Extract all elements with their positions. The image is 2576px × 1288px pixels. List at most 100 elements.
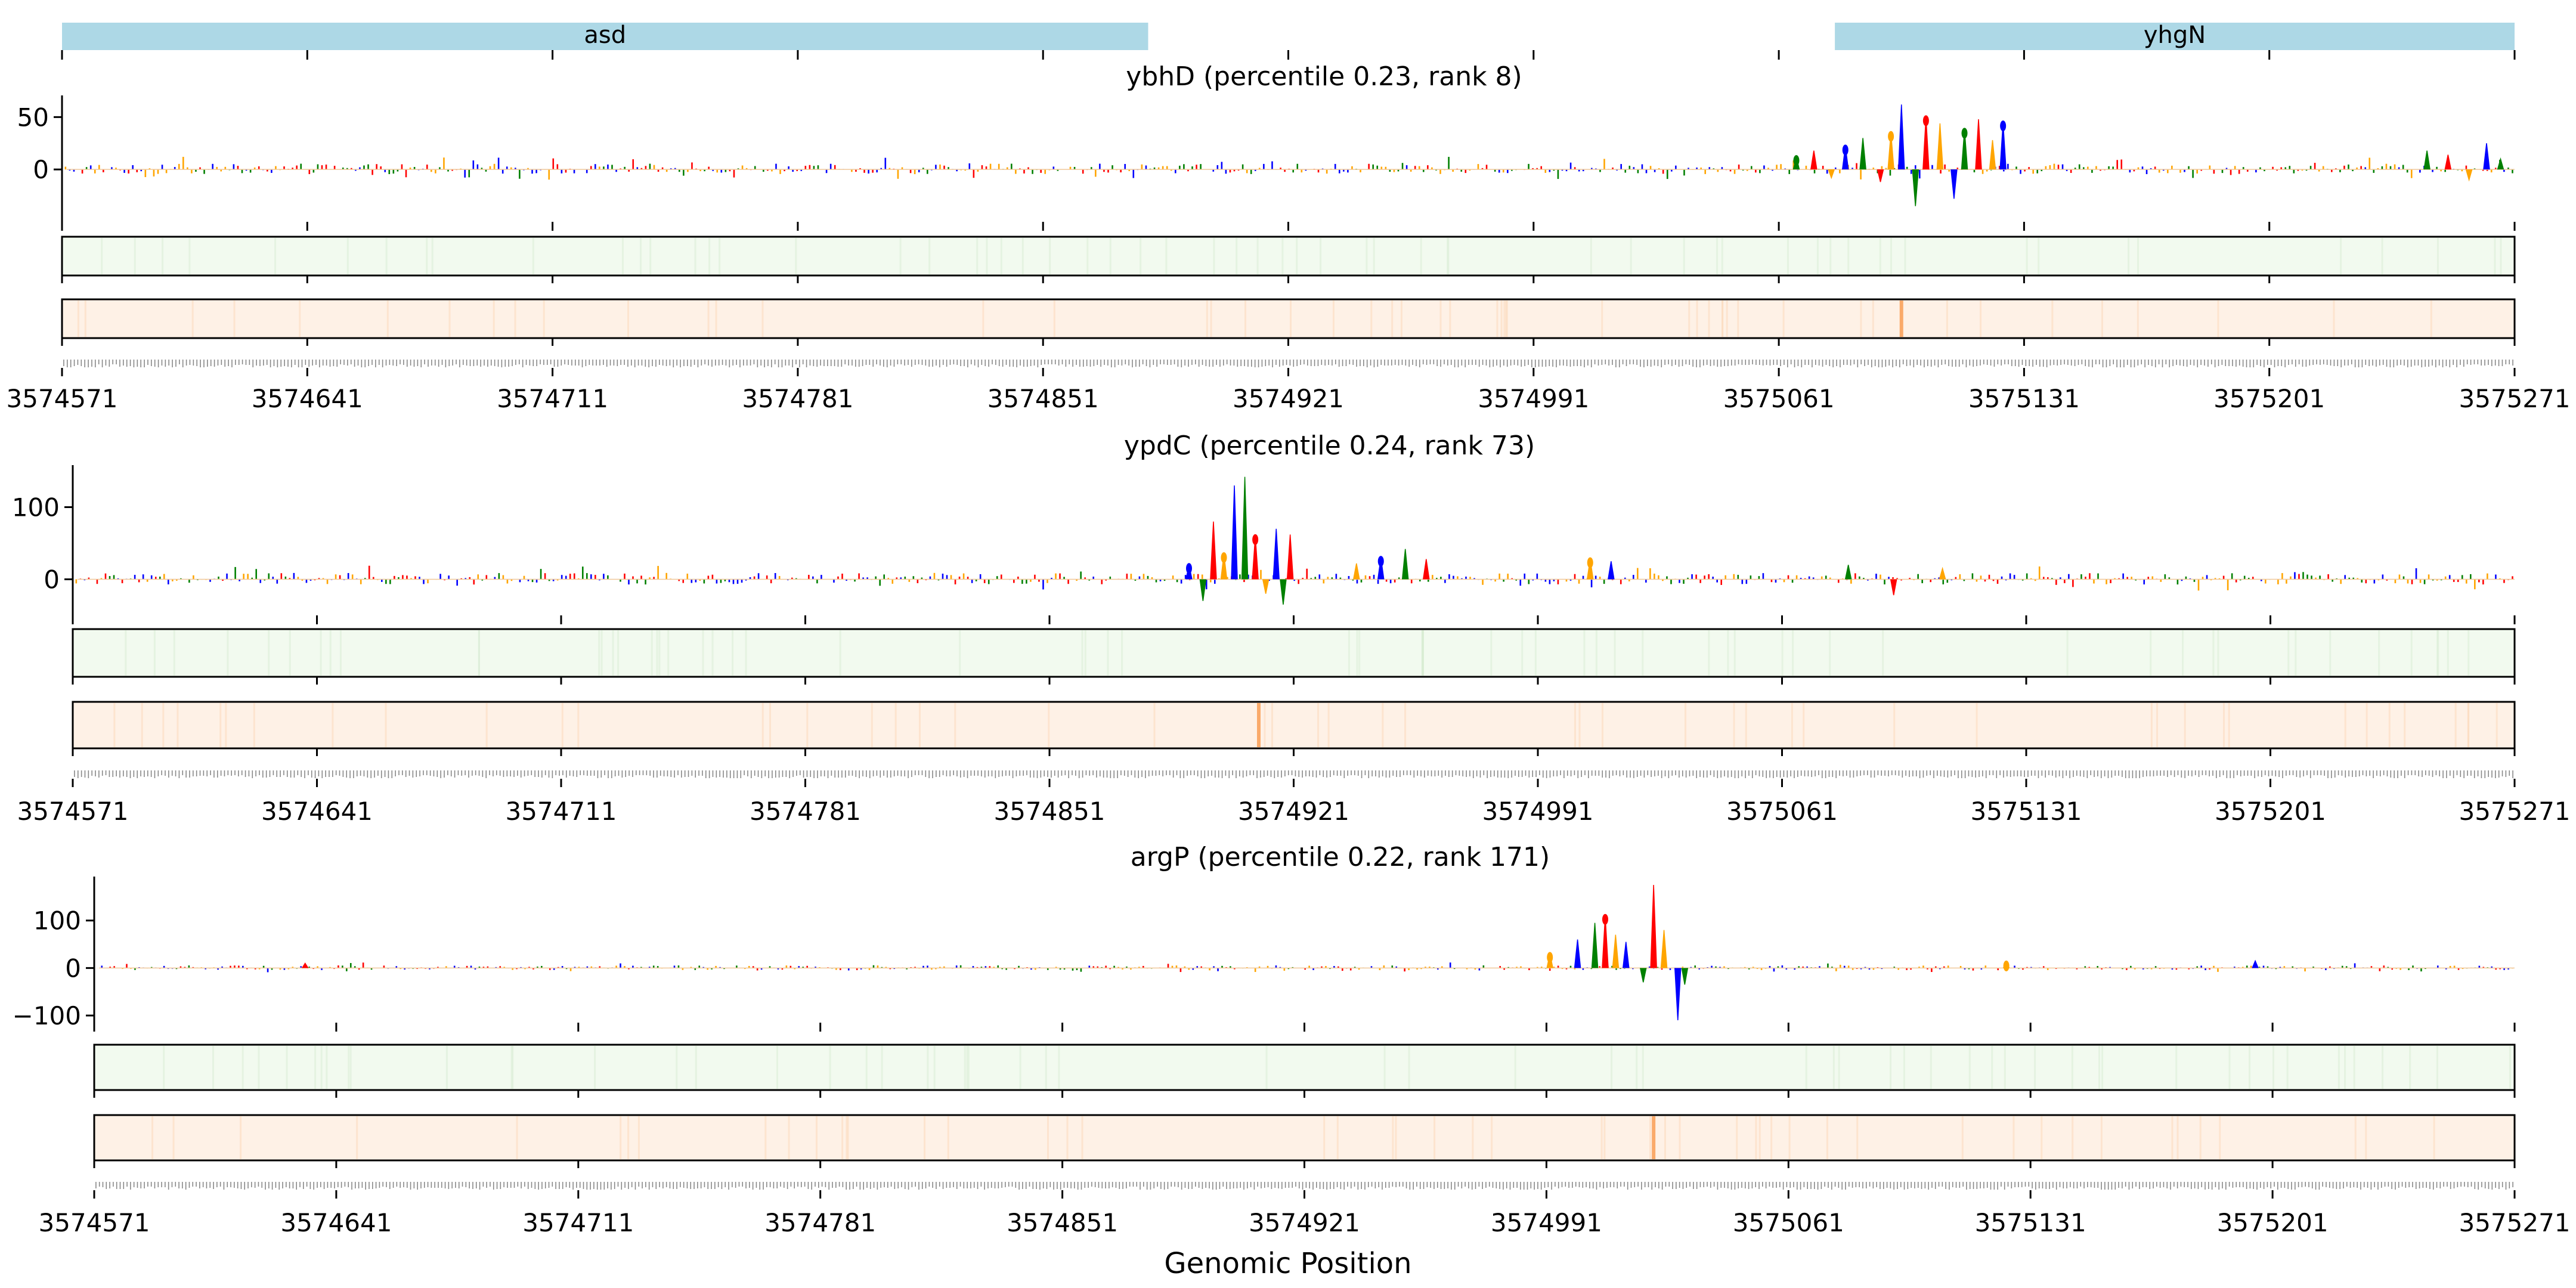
green-track-stripe (1904, 238, 1906, 274)
orange-track-box (93, 1114, 2516, 1162)
score-peak (1231, 485, 1238, 580)
green-track-stripe (2500, 238, 2502, 274)
green-track-stripe (1296, 238, 1298, 274)
orange-track-stripe (84, 301, 86, 337)
score-baseline (75, 565, 2513, 591)
orange-track-stripe (2454, 703, 2457, 747)
green-track-stripe (2509, 1046, 2512, 1089)
green-track-stripe (1890, 238, 1892, 274)
green-track-stripe (1521, 630, 1524, 676)
orange-track-stripe (1506, 301, 1508, 337)
green-track-stripe (964, 1046, 966, 1089)
orange-track-stripe (233, 301, 236, 337)
orange-track-stripe (1736, 1116, 1738, 1159)
green-track-stripe (2182, 630, 2184, 676)
score-peak (1650, 884, 1657, 968)
orange-track-stripe (2041, 1116, 2043, 1159)
orange-track-stripe (1244, 301, 1247, 337)
orange-track-stripe (707, 301, 710, 337)
orange-track-stripe (493, 301, 495, 337)
orange-track-stripe (1491, 1116, 1493, 1159)
score-peak-cap (1377, 556, 1384, 567)
green-track-stripe (314, 1046, 317, 1089)
orange-track-stripe (1745, 703, 1747, 747)
green-track-stripe (1281, 238, 1284, 274)
green-track-stripe (1991, 1046, 1993, 1089)
score-peak (1210, 521, 1217, 580)
score-peak-cap (1922, 115, 1929, 126)
x-tick-label: 3574991 (1491, 1208, 1602, 1237)
x-tick-label: 3575271 (2459, 797, 2570, 826)
green-track-stripe (967, 1046, 970, 1089)
score-peak (2483, 143, 2490, 170)
orange-track-stripe (1946, 301, 1948, 337)
score-peak (1859, 138, 1866, 170)
green-track-stripe (1086, 238, 1089, 274)
green-track-stripe (1534, 630, 1537, 676)
x-tick-label: 3575271 (2459, 384, 2570, 413)
green-track-stripe (173, 630, 175, 676)
orange-track-stripe (2430, 301, 2432, 337)
green-track-stripe (1903, 1046, 1905, 1089)
green-track-stripe (1408, 1046, 1410, 1089)
green-track-stripe (1816, 238, 1819, 274)
green-track-stripe (1642, 630, 1644, 676)
orange-track-stripe (1206, 301, 1208, 337)
green-track-stripe (2353, 1046, 2355, 1089)
orange-track-stripe (1153, 703, 1156, 747)
green-track-stripe (320, 630, 322, 676)
green-track-stripe (2381, 238, 2383, 274)
orange-track-stripe (761, 703, 764, 747)
orange-track-stripe (871, 703, 873, 747)
orange-track-stripe (2012, 1116, 2015, 1159)
green-track-stripe (976, 238, 979, 274)
green-track-stripe (2378, 630, 2380, 676)
green-track-stripe (2150, 630, 2152, 676)
green-track-stripe (2212, 630, 2215, 676)
score-peak-cap (1221, 552, 1227, 564)
green-track-stripe (1383, 1046, 1386, 1089)
score-peak (1674, 968, 1682, 1021)
orange-track-stripe (1404, 703, 1407, 747)
score-peak-cap (1186, 563, 1192, 574)
orange-track-stripe (1755, 1116, 1757, 1159)
green-track-stripe (1265, 1046, 1268, 1089)
orange-track-stripe (1289, 301, 1292, 337)
green-track-stripe (1366, 238, 1368, 274)
orange-track-stripe (1770, 1116, 1773, 1159)
x-tick-label: 3574921 (1238, 797, 1349, 826)
orange-track-stripe (847, 1116, 849, 1159)
orange-track-peak (1257, 703, 1261, 747)
orange-track-stripe (627, 301, 630, 337)
green-track-stripe (2004, 1046, 2006, 1089)
x-tick-label: 3575131 (1970, 797, 2082, 826)
green-track-stripe (1256, 238, 1259, 274)
x-tick-label: 3575131 (1975, 1208, 2086, 1237)
score-peak (1401, 549, 1409, 580)
orange-track-stripe (982, 301, 984, 337)
x-tick-label: 3574921 (1233, 384, 1344, 413)
green-track-box (72, 628, 2516, 678)
green-track-stripe (2137, 238, 2140, 274)
score-peak (1939, 566, 1946, 580)
green-track-stripe (933, 1046, 936, 1089)
orange-track-stripe (1733, 703, 1735, 747)
orange-track-stripe (2156, 703, 2159, 747)
orange-track-stripe (1336, 1116, 1339, 1159)
green-track-stripe (617, 630, 620, 676)
orange-track-stripe (1726, 301, 1728, 337)
x-tick-label: 3575271 (2459, 1208, 2570, 1237)
green-track-stripe (2034, 1046, 2036, 1089)
orange-track-stripe (2467, 703, 2470, 747)
green-track-stripe (600, 630, 603, 676)
orange-track-stripe (1332, 301, 1335, 337)
green-track-stripe (1636, 1046, 1638, 1089)
green-track-stripe (1021, 238, 1024, 274)
orange-track-stripe (1048, 703, 1050, 747)
orange-track-stripe (1433, 1116, 1436, 1159)
green-track-stripe (1447, 238, 1450, 274)
y-tick-label: 100 (12, 493, 60, 522)
orange-track-stripe (2051, 301, 2054, 337)
orange-track-stripe (918, 703, 921, 747)
orange-track-stripe (543, 301, 545, 337)
